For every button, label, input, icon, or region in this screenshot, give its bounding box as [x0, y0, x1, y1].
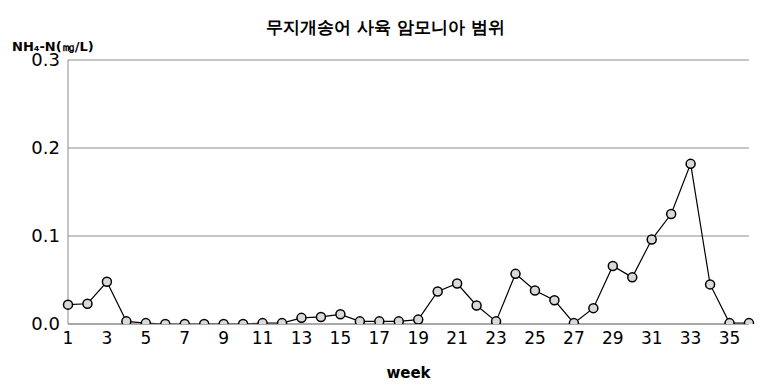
svg-text:0.2: 0.2 [31, 137, 60, 158]
svg-text:11: 11 [252, 328, 274, 348]
svg-text:9: 9 [218, 328, 229, 348]
svg-text:27: 27 [563, 328, 585, 348]
html-text:무지개송어 사육 암모니아 범위: 무지개송어 사육 암모니아 범위 [266, 17, 505, 37]
svg-text:17: 17 [368, 328, 390, 348]
svg-text:31: 31 [641, 328, 663, 348]
svg-text:29: 29 [602, 328, 624, 348]
svg-text:33: 33 [680, 328, 702, 348]
svg-text:13: 13 [291, 328, 313, 348]
svg-text:35: 35 [719, 328, 741, 348]
svg-text:15: 15 [330, 328, 352, 348]
svg-text:23: 23 [485, 328, 507, 348]
svg-text:1: 1 [63, 328, 74, 348]
svg-text:0.1: 0.1 [31, 225, 60, 246]
svg-text:3: 3 [102, 328, 113, 348]
svg-text:0.0: 0.0 [31, 313, 60, 334]
svg-text:7: 7 [179, 328, 190, 348]
svg-text:19: 19 [407, 328, 429, 348]
html-text:NH₄-N(㎎/L): NH₄-N(㎎/L) [12, 39, 94, 54]
svg-text:21: 21 [446, 328, 468, 348]
html-text:week: week [386, 364, 431, 382]
svg-text:0.3: 0.3 [31, 49, 60, 70]
svg-text:25: 25 [524, 328, 546, 348]
svg-text:5: 5 [140, 328, 151, 348]
